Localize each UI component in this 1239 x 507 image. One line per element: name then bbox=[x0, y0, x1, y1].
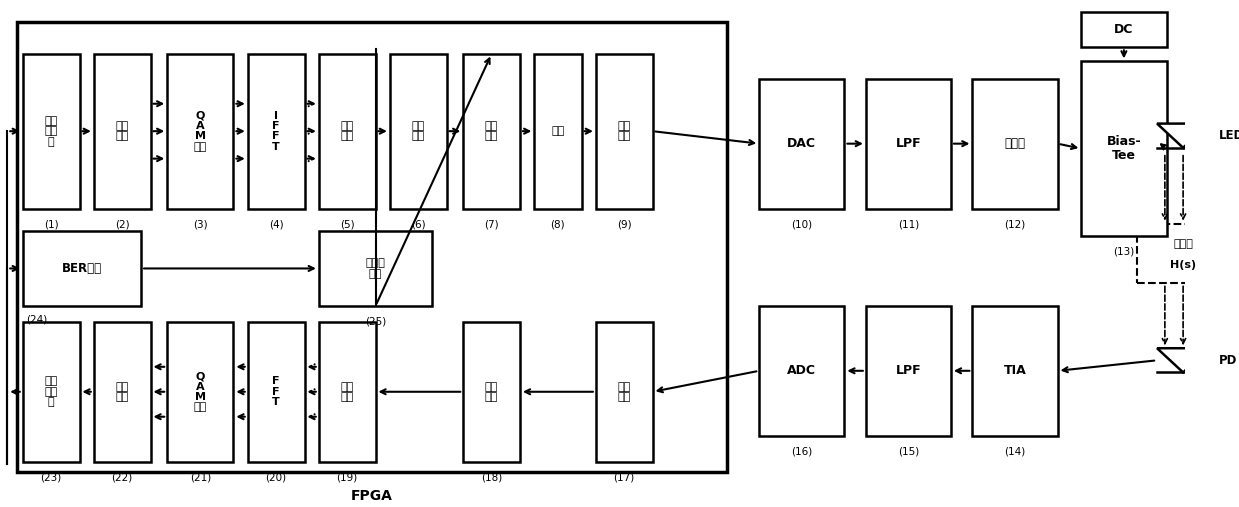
Text: Bias-
Tee: Bias- Tee bbox=[1106, 135, 1141, 162]
Text: (1): (1) bbox=[43, 220, 58, 230]
Text: (15): (15) bbox=[898, 447, 919, 457]
Text: LPF: LPF bbox=[896, 137, 922, 150]
Text: (13): (13) bbox=[1114, 247, 1135, 257]
Text: (12): (12) bbox=[1005, 220, 1026, 230]
Text: ADC: ADC bbox=[787, 365, 817, 377]
Polygon shape bbox=[1157, 124, 1209, 148]
Text: 恢复
数据
流: 恢复 数据 流 bbox=[45, 376, 58, 407]
Text: 预加重: 预加重 bbox=[1005, 137, 1026, 150]
Text: (16): (16) bbox=[792, 447, 813, 457]
Text: 移除
头部: 移除 头部 bbox=[617, 382, 631, 402]
Bar bbox=[318, 322, 375, 462]
Text: (20): (20) bbox=[265, 473, 286, 483]
Text: 幅度
压缩: 幅度 压缩 bbox=[484, 121, 498, 141]
Bar bbox=[248, 54, 305, 208]
Bar bbox=[22, 322, 79, 462]
Text: FPGA: FPGA bbox=[351, 489, 393, 503]
Text: 并串
变换: 并串 变换 bbox=[115, 382, 129, 402]
Text: (9): (9) bbox=[617, 220, 632, 230]
Bar bbox=[94, 322, 151, 462]
Text: 插入
头部: 插入 头部 bbox=[617, 121, 631, 141]
Text: (14): (14) bbox=[1005, 447, 1026, 457]
Bar bbox=[973, 79, 1058, 208]
Text: Q
A
M
恢复: Q A M 恢复 bbox=[193, 371, 207, 412]
Bar bbox=[17, 22, 727, 472]
Text: PD: PD bbox=[1219, 354, 1237, 367]
Text: (17): (17) bbox=[613, 473, 634, 483]
Bar bbox=[463, 322, 520, 462]
Bar bbox=[596, 322, 653, 462]
Text: (5): (5) bbox=[339, 220, 354, 230]
Text: 串并
变换: 串并 变换 bbox=[341, 382, 354, 402]
Text: (6): (6) bbox=[411, 220, 425, 230]
Bar bbox=[22, 54, 79, 208]
Text: (23): (23) bbox=[41, 473, 62, 483]
Text: (21): (21) bbox=[190, 473, 211, 483]
Bar bbox=[534, 54, 581, 208]
Text: (22): (22) bbox=[112, 473, 133, 483]
Text: F
F
T: F F T bbox=[273, 376, 280, 407]
Text: (24): (24) bbox=[26, 315, 47, 325]
Bar bbox=[390, 54, 446, 208]
Text: (4): (4) bbox=[269, 220, 284, 230]
Bar bbox=[22, 231, 141, 306]
Bar bbox=[1137, 224, 1229, 283]
Text: (11): (11) bbox=[898, 220, 919, 230]
Bar bbox=[318, 54, 375, 208]
Bar bbox=[866, 79, 952, 208]
Bar bbox=[94, 54, 151, 208]
Text: DC: DC bbox=[1114, 23, 1134, 37]
Bar bbox=[1082, 12, 1167, 47]
Text: (18): (18) bbox=[481, 473, 502, 483]
Bar bbox=[167, 322, 233, 462]
Bar bbox=[167, 54, 233, 208]
Text: (7): (7) bbox=[484, 220, 499, 230]
Text: BER分析: BER分析 bbox=[62, 262, 102, 275]
Text: I
F
F
T: I F F T bbox=[273, 111, 280, 152]
Bar bbox=[1082, 61, 1167, 236]
Bar bbox=[318, 231, 432, 306]
Text: Q
A
M
映射: Q A M 映射 bbox=[193, 111, 207, 152]
Bar bbox=[760, 306, 845, 436]
Text: DAC: DAC bbox=[787, 137, 817, 150]
Bar bbox=[596, 54, 653, 208]
Text: LPF: LPF bbox=[896, 365, 922, 377]
Text: TIA: TIA bbox=[1004, 365, 1026, 377]
Text: (8): (8) bbox=[550, 220, 565, 230]
Text: (2): (2) bbox=[115, 220, 130, 230]
Text: (10): (10) bbox=[792, 220, 813, 230]
Polygon shape bbox=[1157, 348, 1209, 373]
Text: 位数
提取: 位数 提取 bbox=[484, 382, 498, 402]
Text: LED: LED bbox=[1219, 129, 1239, 142]
Bar bbox=[248, 322, 305, 462]
Bar bbox=[866, 306, 952, 436]
Text: 自适应
判断: 自适应 判断 bbox=[366, 258, 385, 279]
Bar bbox=[973, 306, 1058, 436]
Text: 串并
变换: 串并 变换 bbox=[115, 121, 129, 141]
Text: H(s): H(s) bbox=[1170, 261, 1196, 270]
Text: (25): (25) bbox=[366, 317, 387, 327]
Text: 加窗: 加窗 bbox=[551, 126, 565, 136]
Text: 串行
数据
流: 串行 数据 流 bbox=[45, 116, 58, 147]
Bar bbox=[760, 79, 845, 208]
Text: 并串
变换: 并串 变换 bbox=[341, 121, 354, 141]
Text: 光信道: 光信道 bbox=[1173, 239, 1193, 249]
Text: (19): (19) bbox=[337, 473, 358, 483]
Text: (3): (3) bbox=[193, 220, 208, 230]
Text: 循环
前缀: 循环 前缀 bbox=[411, 121, 425, 141]
Bar bbox=[463, 54, 520, 208]
